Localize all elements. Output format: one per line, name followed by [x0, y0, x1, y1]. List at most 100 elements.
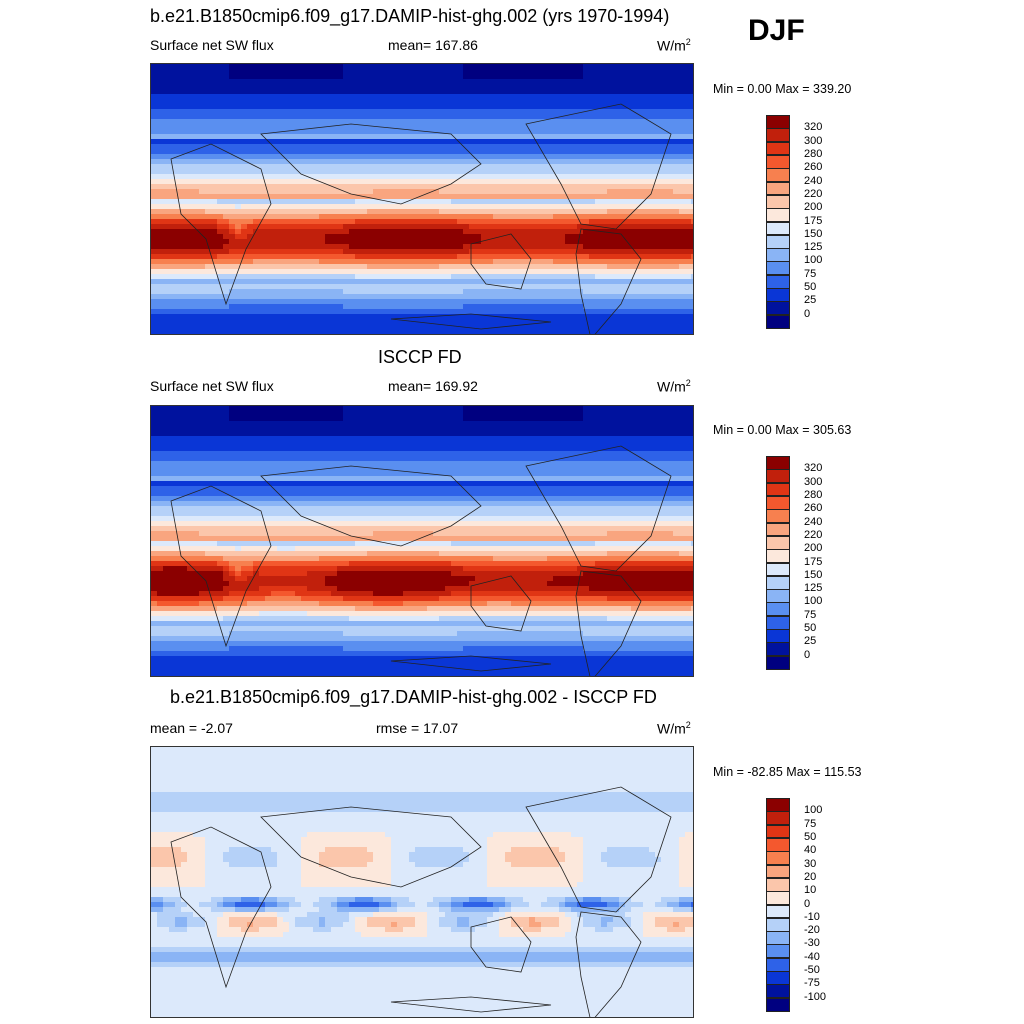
colorbar-swatch [766, 208, 790, 222]
colorbar-swatch [766, 837, 790, 852]
coastline-outline [170, 485, 272, 648]
colorbar-swatch [766, 456, 790, 470]
colorbar-tick-label: 25 [804, 635, 817, 648]
colorbar-swatch [766, 629, 790, 643]
colorbar-tick-label: 300 [804, 475, 823, 488]
panel3-minmax: Min = -82.85 Max = 115.53 [713, 765, 862, 779]
colorbar-tick-label: 10 [804, 884, 817, 897]
colorbar-swatch [766, 877, 790, 892]
coastline-outline [260, 806, 482, 888]
colorbar-swatch [766, 115, 790, 129]
colorbar-tick-label: 175 [804, 555, 823, 568]
colorbar-tick-label: -50 [804, 964, 820, 977]
colorbar-swatch [766, 798, 790, 812]
colorbar-tick-label: 220 [804, 187, 823, 200]
colorbar-swatch [766, 931, 790, 945]
colorbar-tick-label: 200 [804, 201, 823, 214]
colorbar-swatch [766, 549, 790, 563]
colorbar-tick-label: 280 [804, 488, 823, 501]
panel3-map [150, 746, 694, 1018]
colorbar-tick-label: 0 [804, 648, 811, 661]
colorbar-swatch [766, 864, 790, 879]
coastline-outline [260, 123, 482, 205]
colorbar-tick-label: 200 [804, 542, 823, 555]
colorbar-tick-label: 300 [804, 134, 823, 147]
panel2-units: W/m2 [657, 378, 691, 395]
panel3-units: W/m2 [657, 720, 691, 737]
colorbar-swatch [766, 181, 790, 196]
colorbar-swatch [766, 944, 790, 959]
colorbar-tick-label: -40 [804, 950, 820, 963]
coastline-outline [470, 575, 532, 632]
colorbar-swatch [766, 128, 790, 143]
colorbar-swatch [766, 248, 790, 262]
colorbar-tick-label: 240 [804, 515, 823, 528]
colorbar-tick-label: -20 [804, 924, 820, 937]
colorbar-swatch [766, 221, 790, 236]
model-field-raster [151, 64, 693, 334]
panel1-units: W/m2 [657, 37, 691, 54]
colorbar-tick-label: 220 [804, 528, 823, 541]
colorbar-swatch [766, 562, 790, 577]
colorbar-tick-label: 125 [804, 241, 823, 254]
coastline-outline [170, 826, 272, 989]
colorbar-swatch [766, 997, 790, 1012]
colorbar-tick-label: 100 [804, 595, 823, 608]
coastline-outline [575, 911, 642, 1017]
panel2-left-label: Surface net SW flux [150, 378, 274, 394]
colorbar-swatch [766, 891, 790, 905]
colorbar-tick-label: 20 [804, 870, 817, 883]
colorbar-tick-label: 260 [804, 502, 823, 515]
colorbar-tick-label: 75 [804, 817, 817, 830]
colorbar-tick-label: 75 [804, 608, 817, 621]
colorbar-tick-label: 0 [804, 897, 811, 910]
colorbar-swatch [766, 917, 790, 932]
colorbar-swatch [766, 615, 790, 630]
colorbar-swatch [766, 655, 790, 670]
coastline-outline [575, 228, 642, 334]
colorbar-swatch [766, 288, 790, 302]
colorbar-swatch [766, 141, 790, 156]
coastline-outline [525, 103, 672, 230]
coastline-outline [170, 143, 272, 306]
colorbar-tick-label: 25 [804, 294, 817, 307]
coastline-outline [390, 313, 552, 330]
coastline-outline [260, 465, 482, 547]
panel2-center-label: mean= 169.92 [388, 378, 478, 394]
colorbar-swatch [766, 811, 790, 826]
colorbar-swatch [766, 314, 790, 329]
colorbar-swatch [766, 509, 790, 524]
colorbar-swatch [766, 904, 790, 919]
colorbar-tick-label: 240 [804, 174, 823, 187]
panel2-title: ISCCP FD [378, 347, 462, 367]
season-label: DJF [748, 14, 805, 47]
colorbar-swatch [766, 589, 790, 603]
panel1-center-label: mean= 167.86 [388, 37, 478, 53]
colorbar-tick-label: 320 [804, 462, 823, 475]
colorbar-tick-label: 75 [804, 267, 817, 280]
panel1-colorbar: 320 300 280 260 240 220 200 175 150 125 100 75 50 25 0 [766, 115, 822, 329]
obs-field-raster [151, 406, 693, 676]
colorbar-swatch [766, 642, 790, 657]
coastline-outline [470, 916, 532, 973]
colorbar-swatch [766, 168, 790, 183]
colorbar-tick-label: 150 [804, 227, 823, 240]
colorbar-tick-label: 40 [804, 844, 817, 857]
colorbar-tick-label: -75 [804, 977, 820, 990]
colorbar-tick-label: 320 [804, 121, 823, 134]
colorbar-swatch [766, 495, 790, 510]
colorbar-tick-label: 125 [804, 582, 823, 595]
colorbar-tick-label: 260 [804, 161, 823, 174]
panel1-title: b.e21.B1850cmip6.f09_g17.DAMIP-hist-ghg.… [150, 6, 670, 26]
colorbar-swatch [766, 602, 790, 617]
colorbar-swatch [766, 154, 790, 169]
colorbar-swatch [766, 522, 790, 537]
colorbar-tick-label: 100 [804, 804, 823, 817]
colorbar-tick-label: 150 [804, 568, 823, 581]
colorbar-swatch [766, 482, 790, 497]
colorbar-tick-label: 50 [804, 281, 817, 294]
panel3-left-label: mean = -2.07 [150, 720, 233, 736]
colorbar-tick-label: 175 [804, 214, 823, 227]
coastline-outline [575, 570, 642, 676]
colorbar-tick-label: 50 [804, 830, 817, 843]
